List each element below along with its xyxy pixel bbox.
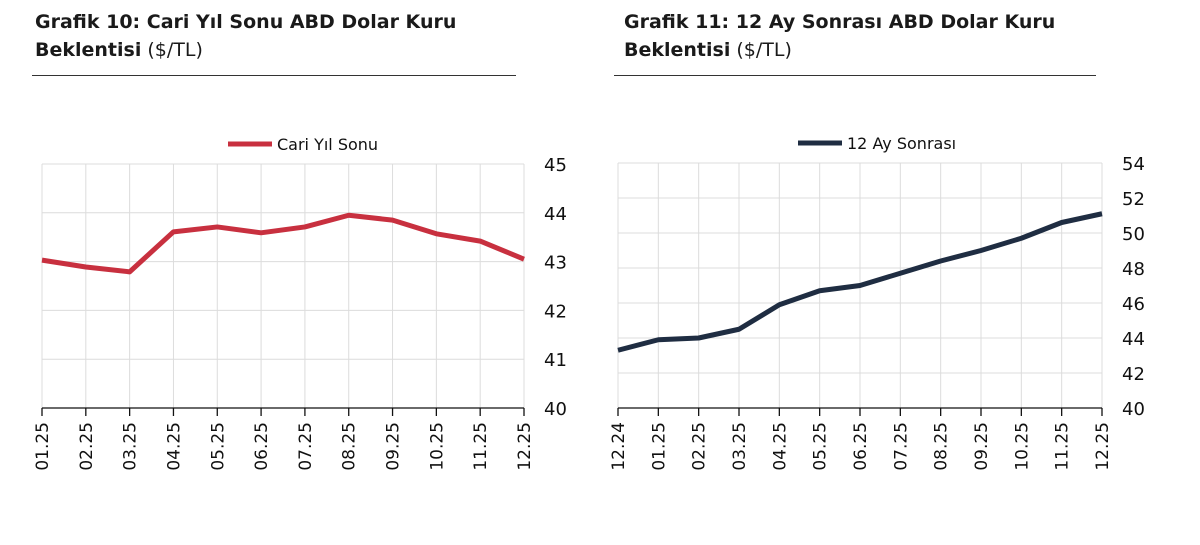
series-line — [41, 212, 525, 275]
title-divider — [614, 75, 1096, 76]
x-tick-label: 03.25 — [121, 422, 141, 471]
x-tick-label: 03.25 — [730, 422, 750, 471]
title-divider — [32, 75, 516, 76]
x-tick-label: 09.25 — [384, 422, 404, 471]
x-tick-label: 08.25 — [932, 422, 952, 471]
x-tick-label: 11.25 — [471, 422, 491, 471]
x-tick-label: 11.25 — [1053, 422, 1073, 471]
title-bold2: Beklentisi — [35, 39, 142, 61]
x-tick-label: 09.25 — [972, 422, 992, 471]
x-tick-label: 08.25 — [340, 422, 360, 471]
y-tick-label: 50 — [1122, 224, 1145, 245]
x-tick-label: 01.25 — [649, 422, 669, 471]
y-tick-label: 44 — [1122, 329, 1145, 350]
x-tick-label: 04.25 — [770, 422, 790, 471]
x-tick-label: 02.25 — [690, 422, 710, 471]
title-bold2: Beklentisi — [624, 39, 731, 61]
x-tick-label: 05.25 — [208, 422, 228, 471]
x-tick-label: 10.25 — [427, 422, 447, 471]
chart-title-10: Grafik 10: Cari Yıl Sonu ABD Dolar Kuru … — [35, 8, 456, 64]
legend-label: 12 Ay Sonrası — [847, 134, 956, 153]
x-tick-label: 12.24 — [609, 422, 629, 471]
x-tick-label: 07.25 — [891, 422, 911, 471]
y-tick-label: 44 — [544, 204, 567, 225]
x-tick-label: 01.25 — [33, 422, 53, 471]
x-tick-label: 12.25 — [515, 422, 535, 471]
title-unit: ($/TL) — [730, 39, 792, 61]
y-tick-label: 54 — [1122, 154, 1145, 175]
y-tick-label: 52 — [1122, 189, 1145, 210]
title-bold: Grafik 11: 12 Ay Sonrası ABD Dolar Kuru — [624, 11, 1056, 33]
x-tick-label: 10.25 — [1012, 422, 1032, 471]
x-tick-label: 06.25 — [851, 422, 871, 471]
x-tick-label: 05.25 — [811, 422, 831, 471]
y-tick-label: 41 — [544, 350, 567, 371]
chart-title-11: Grafik 11: 12 Ay Sonrası ABD Dolar Kuru … — [624, 8, 1055, 64]
title-bold: Grafik 10: Cari Yıl Sonu ABD Dolar Kuru — [35, 11, 457, 33]
title-unit: ($/TL) — [141, 39, 203, 61]
x-tick-label: 06.25 — [252, 422, 272, 471]
x-tick-label: 04.25 — [164, 422, 184, 471]
x-tick-label: 02.25 — [77, 422, 97, 471]
y-tick-label: 48 — [1122, 259, 1145, 280]
x-tick-label: 07.25 — [296, 422, 316, 471]
y-tick-label: 46 — [1122, 294, 1145, 315]
legend-label: Cari Yıl Sonu — [277, 135, 378, 154]
x-tick-label: 12.25 — [1093, 422, 1113, 471]
y-tick-label: 40 — [1122, 399, 1145, 420]
y-tick-label: 45 — [544, 155, 567, 176]
y-tick-label: 42 — [1122, 364, 1145, 385]
y-tick-label: 42 — [544, 301, 567, 322]
y-tick-label: 43 — [544, 253, 567, 274]
y-tick-label: 40 — [544, 399, 567, 420]
